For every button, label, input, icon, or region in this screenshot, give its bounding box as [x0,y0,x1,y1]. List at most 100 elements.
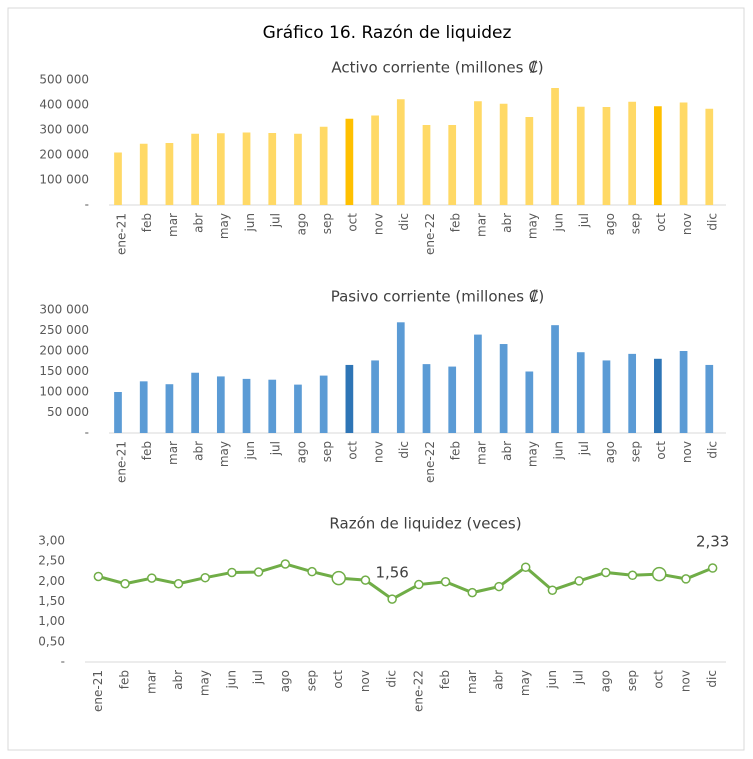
y-tick-label: 100 000 [39,173,89,187]
y-tick-label: 300 000 [39,303,89,317]
marker [360,575,371,585]
bar [628,353,637,433]
bar [216,133,225,205]
marker [253,567,264,577]
y-tick-label: 2,00 [38,574,65,588]
x-tick-label: may [526,441,540,467]
x-tick-label: ene-21 [91,670,105,712]
x-tick-label: oct [654,441,668,460]
marker [707,563,718,573]
x-tick-label: abr [491,670,505,690]
y-tick-label: 400 000 [39,98,89,112]
bar [576,352,585,433]
y-tick-label: 50 000 [47,405,89,419]
data-label: 1,56 [375,564,408,582]
x-tick-label: sep [629,441,643,462]
bar [268,133,277,205]
y-tick-label: 2,50 [38,554,65,568]
y-tick-label: 0,50 [38,634,65,648]
bar [114,392,122,433]
marker [651,566,667,582]
y-tick-label: 1,00 [38,614,65,628]
bar [139,143,148,205]
bar [396,99,405,205]
x-tick-label: dic [706,213,720,231]
x-tick-label: sep [320,213,334,234]
x-tick-label: jun [243,441,257,461]
x-tick-label: oct [346,441,360,460]
x-tick-label: may [526,213,540,239]
x-tick-label: jul [269,213,283,228]
x-tick-label: mar [166,441,180,465]
subchart-title: Razón de liquidez (veces) [329,515,521,533]
marker [681,574,691,584]
bar [499,344,508,433]
x-tick-label: ene-22 [423,441,437,483]
x-tick-label: feb [140,441,154,460]
bar [396,322,405,433]
y-tick-label: 250 000 [39,323,89,337]
y-tick-label: 1,50 [38,594,65,608]
bar [165,143,174,205]
x-tick-label: dic [397,441,411,459]
bar [319,126,328,205]
bar [268,379,277,433]
marker [200,572,210,583]
marker [227,567,237,578]
x-tick-label: ene-21 [114,441,128,483]
marker [387,594,397,604]
y-tick-label: - [61,655,65,669]
x-tick-label: jul [577,213,591,228]
bar [705,108,714,205]
x-tick-label: oct [346,213,360,232]
bar [165,384,174,433]
bar [422,364,431,433]
bar [448,366,457,433]
bar [242,132,251,205]
x-tick-label: abr [191,441,205,461]
x-tick-label: oct [331,670,345,689]
x-tick-label: mar [474,213,488,237]
bar [525,117,534,205]
y-tick-label: 3,00 [38,534,65,548]
subchart-title: Pasivo corriente (millones ₡) [331,288,545,306]
x-tick-label: dic [705,670,719,688]
x-tick-label: jun [551,441,565,461]
x-tick-label: abr [500,441,514,461]
x-tick-label: ago [278,670,292,692]
marker [93,571,104,582]
bar [654,358,662,433]
x-tick-label: feb [140,213,154,232]
x-tick-label: jun [224,670,238,690]
marker [547,585,558,595]
bar [602,107,611,205]
y-tick-label: 500 000 [39,73,89,87]
y-tick-label: - [85,426,89,440]
bar [191,133,199,205]
x-tick-label: jun [243,213,257,233]
x-tick-label: feb [449,441,463,460]
bar [422,125,431,205]
bar [602,360,611,433]
bar [576,106,585,205]
subchart-title: Activo corriente (millones ₡) [331,59,543,77]
marker [280,559,291,569]
bar [345,118,354,205]
marker [494,581,504,592]
bar [294,133,302,205]
x-tick-label: sep [320,441,334,462]
bar [242,378,251,433]
x-tick-label: ago [603,213,617,235]
x-tick-label: jun [551,213,565,233]
x-tick-label: feb [438,670,452,689]
x-tick-label: ago [603,441,617,463]
marker [601,567,611,578]
y-tick-label: 100 000 [39,385,89,399]
marker [120,579,130,589]
y-tick-label: - [85,198,89,212]
x-tick-label: mar [465,670,479,694]
x-tick-label: may [217,213,231,239]
y-tick-label: 200 000 [39,148,89,162]
x-tick-label: sep [629,213,643,234]
data-label: 2,33 [696,533,729,551]
